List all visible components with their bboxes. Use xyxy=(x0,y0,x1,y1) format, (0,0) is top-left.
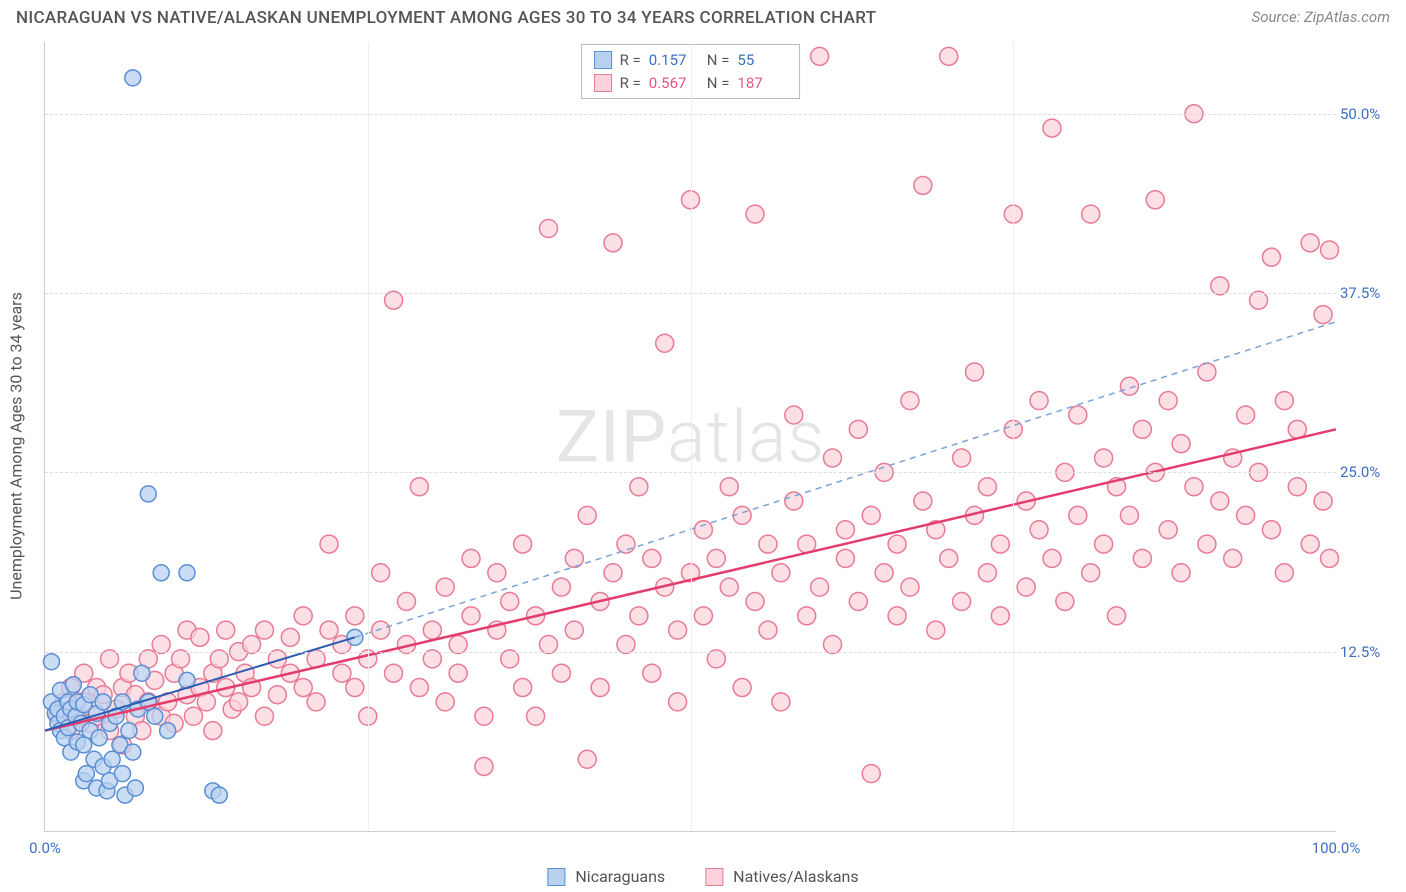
n-value-series1: 55 xyxy=(737,49,787,72)
legend-swatch-series2 xyxy=(705,868,723,886)
x-tick-label: 100.0% xyxy=(1312,839,1361,857)
y-tick-label: 25.0% xyxy=(1340,463,1396,481)
r-label: R = xyxy=(620,72,641,95)
n-label: N = xyxy=(707,72,730,95)
source-label: Source: ZipAtlas.com xyxy=(1252,8,1390,26)
r-label: R = xyxy=(620,49,641,72)
n-value-series2: 187 xyxy=(737,72,787,95)
y-tick-label: 12.5% xyxy=(1340,643,1396,661)
legend-label-series2: Natives/Alaskans xyxy=(733,867,858,886)
legend-label-series1: Nicaraguans xyxy=(575,867,665,886)
y-tick-label: 37.5% xyxy=(1340,284,1396,302)
legend-item-series1: Nicaraguans xyxy=(547,867,665,886)
chart-plot-area: ZIPatlas R = 0.157 N = 55 R = 0.567 N = … xyxy=(44,42,1336,832)
swatch-series2 xyxy=(594,74,612,92)
chart-title: NICARAGUAN VS NATIVE/ALASKAN UNEMPLOYMEN… xyxy=(16,8,876,28)
x-tick-label: 0.0% xyxy=(29,839,61,857)
y-tick-label: 50.0% xyxy=(1340,105,1396,123)
legend-item-series2: Natives/Alaskans xyxy=(705,867,858,886)
y-axis-label: Unemployment Among Ages 30 to 34 years xyxy=(7,292,26,600)
legend-swatch-series1 xyxy=(547,868,565,886)
n-label: N = xyxy=(707,49,730,72)
bottom-legend: Nicaraguans Natives/Alaskans xyxy=(547,867,858,886)
swatch-series1 xyxy=(594,51,612,69)
